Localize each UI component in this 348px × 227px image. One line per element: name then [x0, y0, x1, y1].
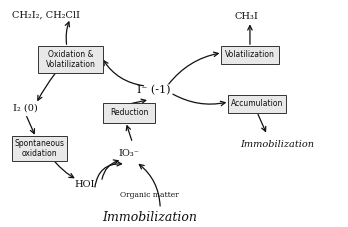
Text: CH₂I₂, CH₂ClI: CH₂I₂, CH₂ClI	[12, 10, 80, 19]
Text: CH₃I: CH₃I	[235, 12, 259, 22]
FancyBboxPatch shape	[221, 46, 279, 64]
Text: I₂ (0): I₂ (0)	[13, 104, 38, 113]
FancyBboxPatch shape	[38, 46, 103, 73]
Text: Oxidation &
Volatilization: Oxidation & Volatilization	[46, 50, 95, 69]
Text: Spontaneous
oxidation: Spontaneous oxidation	[14, 139, 64, 158]
Text: Accumulation: Accumulation	[231, 99, 283, 109]
FancyBboxPatch shape	[228, 95, 286, 113]
Text: Volatilization: Volatilization	[225, 50, 275, 59]
Text: Reduction: Reduction	[110, 108, 148, 117]
Text: I⁻ (-1): I⁻ (-1)	[136, 85, 170, 96]
Text: IO₃⁻: IO₃⁻	[119, 148, 140, 158]
Text: Immobilization: Immobilization	[102, 211, 197, 224]
Text: HOI: HOI	[74, 180, 95, 189]
Text: Organic matter: Organic matter	[120, 191, 179, 199]
FancyBboxPatch shape	[103, 103, 155, 123]
Text: Immobilization: Immobilization	[240, 140, 315, 149]
FancyBboxPatch shape	[12, 136, 67, 161]
